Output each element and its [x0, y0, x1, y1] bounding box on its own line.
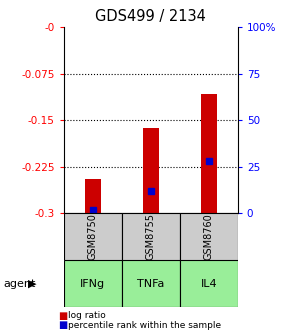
Bar [64, 260, 122, 307]
Text: ■: ■ [58, 320, 67, 330]
Text: agent: agent [3, 279, 35, 289]
Text: IL4: IL4 [200, 279, 217, 289]
Text: GSM8760: GSM8760 [204, 213, 214, 260]
Text: GSM8755: GSM8755 [146, 213, 156, 260]
Text: GSM8750: GSM8750 [88, 213, 98, 260]
Bar [180, 260, 238, 307]
Bar [122, 213, 180, 260]
Bar [201, 94, 217, 213]
Text: TNFa: TNFa [137, 279, 164, 289]
Bar [143, 128, 159, 213]
Text: IFNg: IFNg [80, 279, 105, 289]
Text: percentile rank within the sample: percentile rank within the sample [68, 321, 221, 330]
Title: GDS499 / 2134: GDS499 / 2134 [95, 9, 206, 24]
Text: log ratio: log ratio [68, 311, 106, 320]
Bar [85, 179, 101, 213]
Text: ■: ■ [58, 311, 67, 321]
Text: ▶: ▶ [28, 279, 36, 289]
Bar [64, 213, 122, 260]
Bar [180, 213, 238, 260]
Bar [122, 260, 180, 307]
